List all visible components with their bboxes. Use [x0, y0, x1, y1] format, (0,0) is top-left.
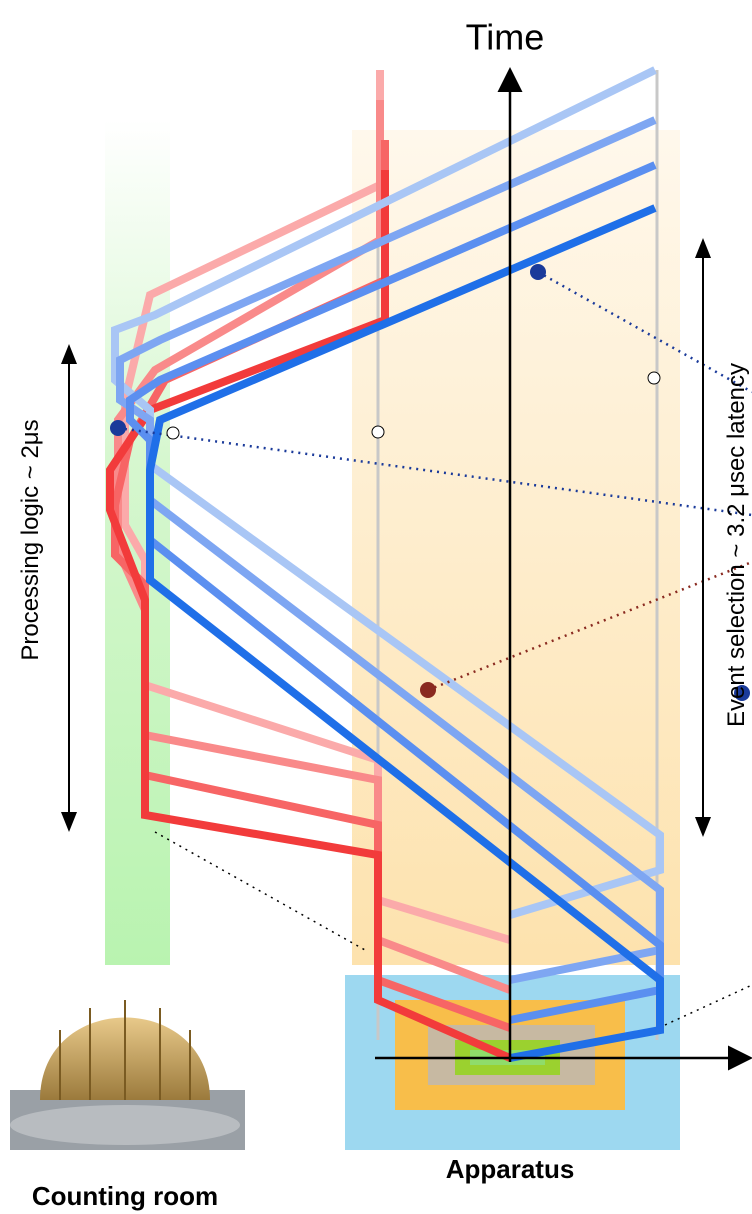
diagram: Time Processing logic ~ 2μs Event select…	[0, 0, 752, 1214]
latency-label: Event selection ~ 3.2 μsec latency	[723, 363, 750, 727]
apparatus-drawing	[345, 975, 680, 1150]
axis-label: Time	[466, 17, 545, 58]
apparatus-label: Apparatus	[446, 1154, 575, 1184]
processing-label: Processing logic ~ 2μs	[17, 419, 44, 660]
apparatus-band	[352, 130, 680, 965]
dome-picture	[10, 1000, 245, 1150]
counting-room-label: Counting room	[32, 1181, 218, 1211]
